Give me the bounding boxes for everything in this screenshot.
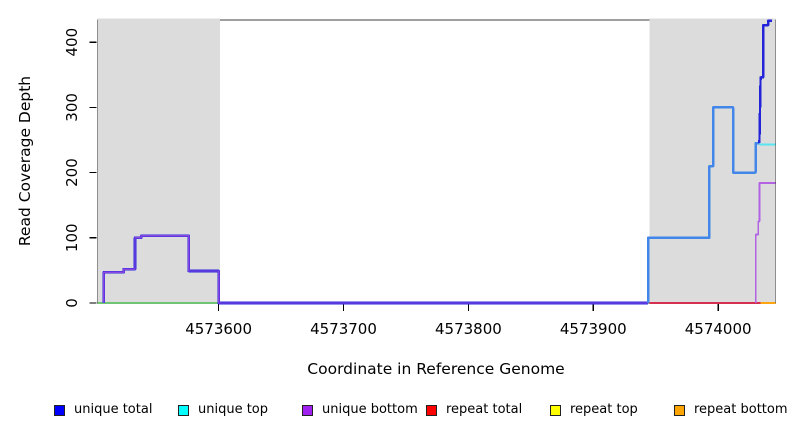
legend-swatch-unique-bottom [302,404,313,416]
y-tick-label: 200 [63,158,81,187]
legend-label: unique bottom [322,402,418,417]
legend-label: unique top [198,402,269,417]
x-tick-label: 4573800 [435,320,502,338]
legend-item-unique-bottom: unique bottom [302,399,418,421]
series-coverage-right [647,106,760,303]
y-tick-label: 300 [63,93,81,122]
legend-label: repeat total [446,402,523,417]
legend-swatch-repeat-total [426,404,437,416]
legend-item-repeat-bottom: repeat bottom [674,399,788,421]
series-unique-bottom-right [754,182,776,303]
legend-swatch-repeat-bottom [674,404,685,416]
legend: unique total unique top unique bottom repea… [0,399,792,423]
x-tick-label: 4573700 [310,320,377,338]
legend-swatch-unique-top [178,404,189,416]
legend-swatch-repeat-top [550,404,561,416]
x-tick-label: 4573900 [560,320,627,338]
x-axis-title: Coordinate in Reference Genome [307,360,564,378]
shaded-region [97,18,220,304]
series-unique-bottom-left [102,235,649,304]
legend-item-repeat-top: repeat top [550,399,638,421]
legend-label: unique total [74,402,153,417]
legend-swatch-unique-total [54,404,65,416]
plot-canvas: Coordinate in Reference Genome Read Cove… [16,18,777,378]
x-tick-label: 4574000 [685,320,752,338]
legend-item-unique-total: unique total [54,399,152,421]
y-axis-title: Read Coverage Depth [16,76,34,246]
y-tick-label: 100 [63,223,81,252]
x-tick-label: 4573600 [185,320,252,338]
legend-item-repeat-total: repeat total [426,399,522,421]
y-tick-label: 0 [63,298,81,308]
legend-item-unique-top: unique top [178,399,268,421]
legend-label: repeat top [570,402,638,417]
legend-label: repeat bottom [694,402,788,417]
series-unique-total-right [758,19,772,144]
y-tick-label: 400 [63,28,81,57]
